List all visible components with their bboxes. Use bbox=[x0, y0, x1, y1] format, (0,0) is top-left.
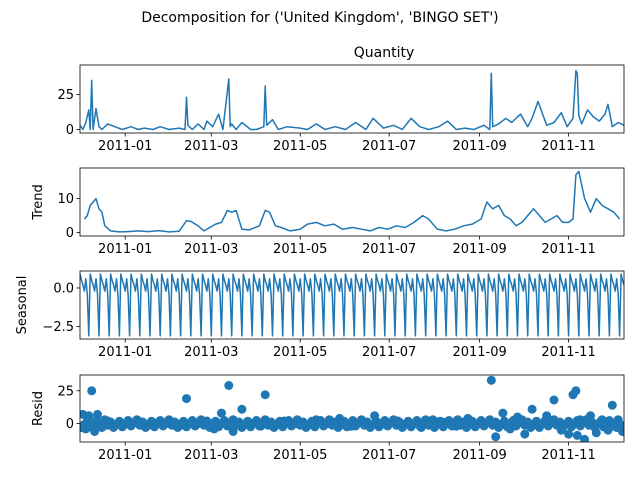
x-tick-label: 2011-01 bbox=[98, 448, 152, 463]
axes-frame bbox=[79, 64, 625, 134]
x-tick-label: 2011-09 bbox=[452, 448, 506, 463]
subplot-panels: 2011-01 2011-03 2011-05 2011-07 2011-09 2011-… bbox=[15, 45, 625, 463]
plot-area bbox=[80, 375, 624, 442]
y-tick-label: 0 bbox=[66, 226, 74, 241]
resid-point bbox=[182, 394, 191, 404]
resid-point bbox=[571, 386, 581, 396]
resid-point bbox=[572, 430, 582, 440]
subplot-trend: 2011-01 2011-03 2011-05 2011-07 2011-09 2011-… bbox=[31, 167, 625, 257]
y-tick-label: −2.5 bbox=[42, 320, 74, 335]
resid-point bbox=[87, 386, 97, 396]
resid-point bbox=[520, 429, 530, 439]
x-tick-label: 2011-09 bbox=[452, 242, 506, 257]
subplot-resid: 2011-01 2011-03 2011-05 2011-07 2011-09 2011-… bbox=[31, 374, 625, 463]
x-tick-label: 2011-03 bbox=[184, 139, 238, 154]
resid-point bbox=[549, 395, 559, 405]
x-tick-label: 2011-11 bbox=[541, 345, 595, 360]
y-tick-label: 25 bbox=[57, 384, 74, 399]
series-line bbox=[83, 170, 621, 233]
x-tick-label: 2011-03 bbox=[184, 448, 238, 463]
plot-area bbox=[80, 69, 624, 131]
x-tick-label: 2011-09 bbox=[452, 139, 506, 154]
figure-suptitle: Decomposition for ('United Kingdom', 'BI… bbox=[141, 10, 498, 26]
x-tick-label: 2011-07 bbox=[362, 139, 416, 154]
x-tick-label: 2011-07 bbox=[362, 345, 416, 360]
series-line bbox=[80, 69, 624, 131]
axes-frame bbox=[79, 374, 625, 443]
resid-point bbox=[486, 375, 496, 385]
y-axis-label: Resid bbox=[31, 391, 46, 426]
x-tick-label: 2011-05 bbox=[273, 448, 327, 463]
x-tick-label: 2011-11 bbox=[541, 242, 595, 257]
y-tick-label: 0.0 bbox=[53, 282, 74, 297]
resid-point bbox=[607, 400, 617, 410]
y-tick-label: 0 bbox=[66, 417, 74, 432]
plot-area bbox=[83, 170, 621, 233]
resid-point bbox=[580, 434, 590, 442]
x-tick-label: 2011-07 bbox=[362, 448, 416, 463]
x-tick-label: 2011-05 bbox=[273, 139, 327, 154]
resid-point bbox=[616, 420, 624, 430]
seasonal-line bbox=[80, 273, 624, 337]
resid-point bbox=[527, 404, 537, 414]
x-tick-label: 2011-03 bbox=[184, 242, 238, 257]
subplot-quantity: 2011-01 2011-03 2011-05 2011-07 2011-09 2011-… bbox=[57, 45, 625, 154]
x-tick-label: 2011-11 bbox=[541, 139, 595, 154]
resid-point bbox=[260, 390, 270, 400]
x-tick-label: 2011-05 bbox=[273, 242, 327, 257]
resid-point bbox=[237, 404, 247, 414]
x-tick-label: 2011-01 bbox=[98, 345, 152, 360]
resid-point bbox=[217, 408, 226, 418]
x-tick-label: 2011-01 bbox=[98, 242, 152, 257]
y-tick-label: 0 bbox=[66, 123, 74, 138]
resid-point bbox=[498, 408, 508, 418]
y-axis-label: Seasonal bbox=[15, 276, 30, 335]
subplot-seasonal: 2011-01 2011-03 2011-05 2011-07 2011-09 2011-… bbox=[15, 270, 625, 360]
x-tick-label: 2011-09 bbox=[452, 345, 506, 360]
axes-frame bbox=[79, 270, 625, 340]
plot-area bbox=[80, 273, 624, 337]
x-tick-label: 2011-03 bbox=[184, 345, 238, 360]
x-tick-label: 2011-11 bbox=[541, 448, 595, 463]
x-tick-label: 2011-07 bbox=[362, 242, 416, 257]
axes-frame bbox=[79, 167, 625, 237]
panel-title: Quantity bbox=[354, 45, 415, 61]
resid-point bbox=[224, 381, 234, 390]
resid-point bbox=[564, 429, 574, 439]
y-tick-label: 10 bbox=[57, 192, 74, 207]
y-tick-label: 25 bbox=[57, 88, 74, 103]
x-tick-label: 2011-01 bbox=[98, 139, 152, 154]
resid-point bbox=[491, 432, 501, 442]
y-axis-label: Trend bbox=[31, 184, 46, 221]
x-tick-label: 2011-05 bbox=[273, 345, 327, 360]
